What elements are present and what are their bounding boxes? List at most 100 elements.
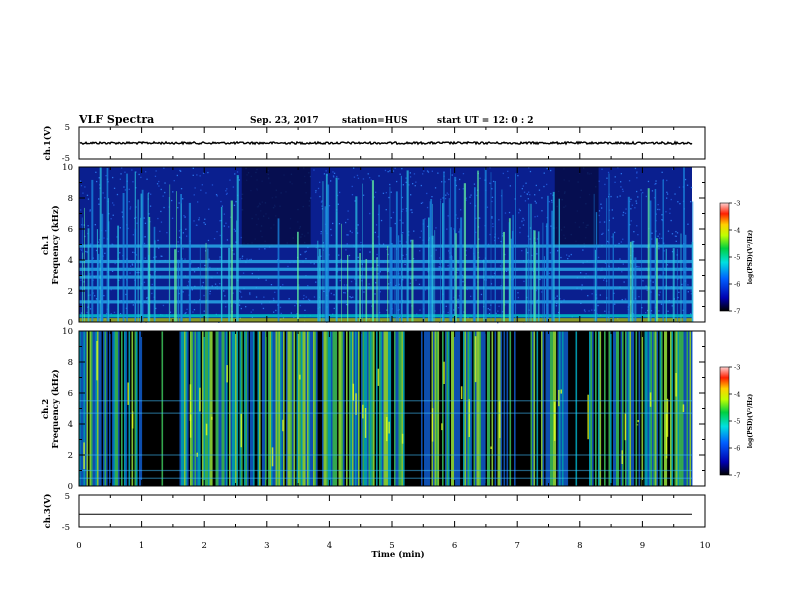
- spectrogram-column: [482, 331, 485, 486]
- time-axis-label: Time (min): [371, 549, 424, 560]
- spectrogram-streak: [442, 203, 444, 322]
- spectrogram-speckle: [303, 294, 305, 297]
- spectrogram-speckle: [389, 183, 391, 186]
- xtick-label: 3: [264, 541, 269, 551]
- spectrogram-streak: [205, 242, 207, 322]
- spectrogram-speckle: [357, 224, 359, 226]
- spectrogram-column: [103, 331, 105, 486]
- spectrogram-speckle: [659, 233, 661, 235]
- spectrogram-speckle: [392, 170, 395, 172]
- spectrogram-speckle: [411, 209, 413, 211]
- spectrogram-streak: [551, 210, 554, 322]
- spectrogram-speckle: [645, 195, 647, 198]
- spectrogram-speckle: [83, 224, 85, 226]
- spectrogram-speckle: [356, 174, 359, 177]
- spectrogram-speckle: [392, 211, 395, 214]
- spectrogram-speckle: [614, 176, 616, 178]
- spectrogram-speckle: [378, 175, 380, 177]
- spectrogram-streak: [533, 230, 535, 322]
- spectrogram-speckle: [150, 193, 152, 195]
- spectrogram-highlight: [560, 389, 562, 394]
- spectrogram-speckle: [420, 184, 422, 187]
- spectrogram-speckle: [252, 309, 254, 311]
- spectrogram-band: [79, 454, 692, 456]
- spectrogram-speckle: [219, 234, 221, 237]
- spectrogram-speckle: [457, 217, 459, 219]
- spectrogram-speckle: [89, 294, 91, 296]
- spectrogram-speckle: [120, 173, 122, 175]
- ch1-spectrogram-panel: 0 2 4 6 8 10 ch.1 Frequency (kHz): [41, 163, 706, 328]
- spectrogram-highlight: [401, 433, 404, 444]
- spectrogram-speckle: [103, 295, 105, 297]
- spectrogram-speckle: [387, 283, 390, 285]
- spectrogram-speckle: [497, 322, 499, 324]
- spectrogram-speckle: [620, 173, 622, 175]
- spectrogram-speckle: [242, 272, 245, 274]
- spectrogram-column: [598, 331, 600, 486]
- spectrogram-highlight: [226, 365, 228, 383]
- spectrogram-speckle: [274, 291, 276, 293]
- spectrogram-speckle: [229, 179, 231, 181]
- spectrogram-speckle: [638, 266, 640, 268]
- spectrogram-column: [464, 331, 467, 486]
- spectrogram-speckle: [412, 258, 415, 260]
- spectrogram-speckle: [535, 202, 537, 204]
- spectrogram-column: [506, 331, 509, 486]
- spectrogram-speckle: [134, 217, 136, 219]
- spectrogram-speckle: [625, 208, 627, 210]
- spectrogram-speckle: [453, 309, 455, 311]
- spectrogram-column: [265, 331, 267, 486]
- spectrogram-speckle: [185, 228, 187, 230]
- spectrogram-speckle: [658, 294, 661, 296]
- spectrogram-streak: [400, 175, 402, 322]
- spectrogram-speckle: [116, 193, 119, 196]
- spectrogram-speckle: [599, 221, 601, 223]
- spectrogram-speckle: [193, 309, 196, 311]
- spectrogram-column: [296, 331, 299, 486]
- spectrogram-speckle: [491, 216, 493, 218]
- spectrogram-column: [322, 331, 324, 486]
- spectrogram-speckle: [282, 317, 285, 319]
- spectrogram-speckle: [420, 230, 422, 232]
- spectrogram-speckle: [208, 208, 210, 210]
- spectrogram-highlight: [131, 411, 134, 429]
- spectrogram-highlight: [211, 416, 213, 420]
- spectrogram-speckle: [127, 227, 129, 230]
- spectrogram-speckle: [651, 238, 653, 240]
- spectrogram-speckle: [160, 255, 162, 257]
- spectrogram-speckle: [193, 194, 195, 196]
- spectrogram-speckle: [642, 280, 644, 282]
- spectrogram-speckle: [491, 200, 493, 203]
- spectrogram-speckle: [248, 259, 251, 261]
- spectrogram-speckle: [517, 296, 519, 299]
- spectrogram-speckle: [455, 184, 457, 187]
- spectrogram-speckle: [402, 222, 404, 224]
- spectrogram-speckle: [377, 264, 379, 266]
- spectrogram-speckle: [203, 310, 205, 312]
- spectrogram-speckle: [522, 185, 524, 187]
- spectrogram-speckle: [385, 209, 387, 211]
- spectrogram-column: [467, 331, 470, 486]
- spectrogram-speckle: [580, 272, 582, 274]
- spectrogram-speckle: [203, 294, 205, 297]
- spectrogram-streak: [335, 177, 338, 322]
- spectrogram-streak: [140, 217, 142, 322]
- spectrogram-speckle: [456, 271, 458, 274]
- spectrogram-column: [247, 331, 249, 486]
- spectrogram-speckle: [143, 236, 146, 238]
- spectrogram-speckle: [172, 191, 174, 193]
- spectrogram-speckle: [504, 212, 507, 214]
- spectrogram-speckle: [489, 167, 491, 169]
- spectrogram-streak: [341, 223, 342, 322]
- spectrogram-speckle: [351, 194, 354, 196]
- spectrogram-speckle: [500, 285, 502, 287]
- spectrogram-column: [625, 331, 627, 486]
- spectrogram-speckle: [657, 242, 660, 244]
- spectrogram-column: [343, 331, 345, 486]
- spectrogram-streak: [362, 183, 363, 322]
- spectrogram-speckle: [357, 256, 359, 259]
- spectrogram-highlight: [636, 424, 639, 426]
- spectrogram-streak: [676, 248, 678, 322]
- spectrogram-speckle: [219, 256, 221, 258]
- spectrogram-speckle: [667, 310, 669, 312]
